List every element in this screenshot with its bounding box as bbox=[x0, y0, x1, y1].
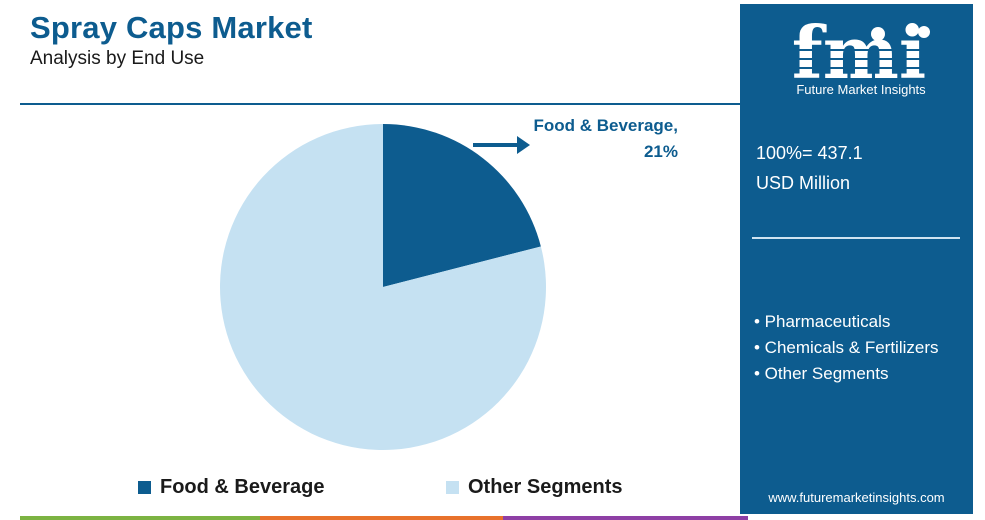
total-value: 100%= 437.1 bbox=[756, 143, 863, 163]
callout-label: Food & Beverage, bbox=[533, 116, 678, 135]
pie-slice-food-beverage bbox=[383, 124, 541, 287]
list-item: • Chemicals & Fertilizers bbox=[754, 338, 939, 357]
callout-value: 21% bbox=[643, 142, 678, 161]
pie-slice-other-segments bbox=[220, 124, 546, 450]
website-link[interactable]: www.futuremarketinsights.com bbox=[768, 490, 945, 505]
legend-item-other-segments: Other Segments bbox=[446, 476, 622, 499]
pie-chart bbox=[220, 124, 546, 450]
brand-name: Future Market Insights bbox=[796, 82, 926, 97]
list-item: • Other Segments bbox=[754, 364, 889, 383]
total-unit: USD Million bbox=[756, 173, 851, 193]
info-sidebar: fmi Future Market Insights 100%= 437.1 U… bbox=[740, 4, 973, 514]
list-item: • Pharmaceuticals bbox=[754, 312, 891, 331]
page-subtitle: Analysis by End Use bbox=[30, 48, 205, 69]
fmi-logo: fmi bbox=[792, 12, 934, 95]
legend-label: Other Segments bbox=[468, 476, 623, 498]
accent-bar-green bbox=[20, 516, 260, 520]
page-title: Spray Caps Market bbox=[30, 10, 313, 45]
slice-callout: Food & Beverage, 21% bbox=[508, 113, 678, 165]
legend-item-food-beverage: Food & Beverage bbox=[138, 476, 324, 499]
other-segments-list: • Pharmaceuticals • Chemicals & Fertiliz… bbox=[754, 309, 954, 387]
legend-label: Food & Beverage bbox=[160, 476, 325, 498]
legend-swatch bbox=[446, 481, 459, 494]
accent-bar-orange bbox=[260, 516, 503, 520]
legend-swatch bbox=[138, 481, 151, 494]
accent-bar-purple bbox=[503, 516, 748, 520]
title-divider bbox=[20, 103, 748, 105]
market-total: 100%= 437.1 USD Million bbox=[756, 138, 863, 198]
sidebar-divider bbox=[752, 237, 960, 239]
logo-text: fmi bbox=[792, 12, 927, 95]
arrow-right-icon bbox=[473, 136, 530, 154]
